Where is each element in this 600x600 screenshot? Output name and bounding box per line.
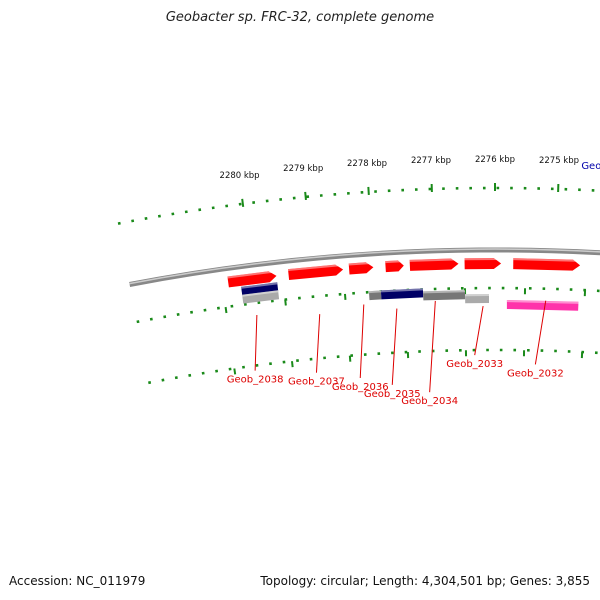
gene-label[interactable]: Geob_2036 — [332, 382, 389, 393]
ruler-dot-track-1 — [117, 186, 600, 225]
gene-Geob_2035 — [385, 260, 404, 273]
ruler-label: 2280 kbp — [220, 171, 260, 181]
ruler-minor-tick — [224, 306, 228, 314]
genome-backbone — [129, 247, 600, 287]
ruler-minor-tick — [233, 368, 237, 375]
gene-label[interactable]: Geob_2031 — [581, 161, 600, 172]
feature-gray-1-shine — [242, 290, 279, 297]
accession-text: Accession: NC_011979 — [9, 574, 146, 588]
ruler-tick — [367, 186, 370, 196]
feature-navy-2-body — [380, 288, 424, 300]
gene-label[interactable]: Geob_2035 — [364, 389, 421, 400]
gene-labels: Geob_2038 Geob_2037Geob_2036Geob_2035Geob… — [227, 161, 600, 407]
backbone-line — [129, 247, 600, 287]
gene-label[interactable]: Geob_2032 — [507, 368, 564, 379]
gene-label[interactable]: Geob_2038 — [227, 375, 284, 386]
ruler-label: 2275 kbp — [539, 156, 579, 166]
gene-Geob_2034-shine — [409, 258, 459, 262]
gene-Geob_2032 — [513, 258, 581, 271]
gene-label[interactable]: Geob_2034 — [401, 396, 458, 407]
gene-label[interactable]: Geob_2033 — [446, 359, 503, 370]
gene-Geob_2032-body — [513, 258, 581, 271]
feature-gray-3 — [423, 290, 466, 301]
gene-Geob_2036 — [348, 261, 374, 275]
feature-gray-4 — [465, 294, 490, 304]
feature-navy-2-shine — [380, 288, 423, 293]
ruler-dot-tracks — [117, 186, 600, 385]
gene-Geob_2034 — [409, 258, 459, 271]
topology-summary: Topology: circular; Length: 4,304,501 bp… — [260, 574, 590, 588]
feature-gray-1 — [242, 290, 280, 304]
ruler-tick — [241, 198, 245, 207]
ruler-minor-tick — [290, 361, 294, 368]
label-leader — [315, 314, 321, 373]
feature-gray-1-body — [242, 290, 280, 304]
gene-Geob_2037-shine — [287, 263, 343, 272]
ruler-ticks: 2280 kbp 2279 kbp 2278 kbp 2277 kbp 2276 kbp… — [220, 155, 587, 375]
label-leader — [359, 304, 365, 379]
feature-gray-2 — [368, 290, 382, 301]
feature-navy-1-shine — [241, 282, 278, 289]
gene-Geob_2037 — [287, 263, 344, 280]
label-leader — [391, 308, 398, 385]
ruler-label: 2279 kbp — [283, 164, 323, 174]
ruler-label: 2276 kbp — [475, 155, 515, 165]
feature-track — [241, 282, 579, 311]
feature-gray-2-shine — [368, 290, 382, 294]
feature-gray-3-body — [423, 290, 466, 301]
gene-Geob_2032-shine — [513, 258, 581, 262]
gene-Geob_2035-shine — [385, 260, 404, 264]
gene-Geob_2038-body — [227, 271, 277, 288]
gene-Geob_2033-body — [464, 258, 502, 270]
ruler-label: 2278 kbp — [347, 159, 387, 169]
label-leader — [474, 305, 484, 356]
gene-Geob_2034-body — [409, 258, 459, 271]
gene-label[interactable]: Geob_2037 — [288, 377, 345, 388]
ruler-minor-tick — [284, 299, 287, 306]
gene-Geob_2035-body — [385, 260, 404, 273]
gene-Geob_2036-body — [348, 262, 374, 275]
label-leader — [429, 300, 436, 393]
backbone-highlight — [129, 248, 600, 285]
gene-Geob_2038-shine — [227, 270, 277, 279]
gene-track — [227, 258, 581, 288]
ruler-tick — [304, 191, 307, 201]
feature-magenta-shine — [506, 300, 579, 304]
feature-gray-2-body — [368, 290, 382, 301]
gene-Geob_2038 — [227, 270, 277, 288]
feature-gray-3-shine — [423, 290, 466, 294]
gene-Geob_2037-body — [288, 264, 344, 280]
map-title: Geobacter sp. FRC-32, complete genome — [165, 10, 435, 25]
feature-magenta-body — [506, 300, 579, 311]
ruler-label: 2277 kbp — [411, 156, 451, 166]
label-leader — [534, 300, 547, 365]
label-leader — [254, 314, 258, 371]
feature-navy-2 — [380, 288, 424, 300]
gene-Geob_2033 — [464, 258, 502, 270]
feature-magenta — [506, 300, 579, 311]
gene-Geob_2036-shine — [348, 261, 374, 266]
feature-gray-4-body — [465, 294, 489, 304]
